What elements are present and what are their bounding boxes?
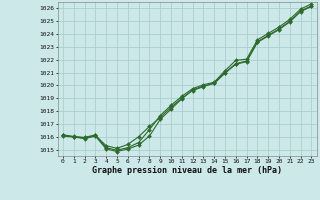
X-axis label: Graphe pression niveau de la mer (hPa): Graphe pression niveau de la mer (hPa) — [92, 166, 282, 175]
